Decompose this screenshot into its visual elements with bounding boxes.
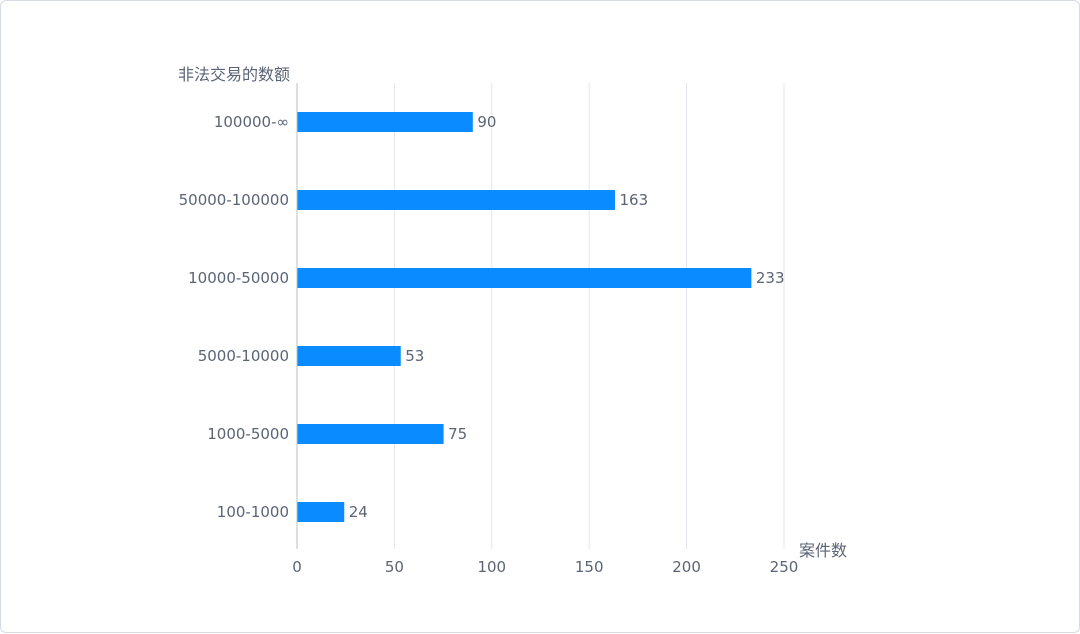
bar-value-label: 53 <box>405 347 424 365</box>
category-label: 10000-50000 <box>188 269 289 287</box>
bars <box>297 112 752 522</box>
x-tick-label: 0 <box>292 558 302 576</box>
y-axis-title: 非法交易的数额 <box>178 65 290 84</box>
x-axis-title: 案件数 <box>799 541 847 560</box>
bar <box>297 190 616 210</box>
x-tick-label: 250 <box>770 558 799 576</box>
category-label: 1000-5000 <box>207 425 289 443</box>
category-label: 100-1000 <box>217 503 289 521</box>
bar <box>297 268 752 288</box>
bar-value-label: 90 <box>477 113 496 131</box>
bar <box>297 502 345 522</box>
x-tick-label: 200 <box>672 558 701 576</box>
bar <box>297 346 401 366</box>
value-labels: 90 163 233 53 75 24 <box>349 113 785 521</box>
grid-lines <box>296 83 785 549</box>
bar-value-label: 24 <box>349 503 368 521</box>
x-tick-label: 150 <box>575 558 604 576</box>
bar-value-label: 75 <box>448 425 467 443</box>
category-label: 100000-∞ <box>214 113 289 131</box>
x-tick-label: 100 <box>477 558 506 576</box>
bar <box>297 112 473 132</box>
category-labels: 100000-∞ 50000-100000 10000-50000 5000-1000… <box>179 113 289 521</box>
category-label: 50000-100000 <box>179 191 289 209</box>
x-tick-label: 50 <box>385 558 404 576</box>
bar-value-label: 233 <box>756 269 785 287</box>
x-tick-labels: 0 50 100 150 200 250 <box>292 558 798 576</box>
bar <box>297 424 444 444</box>
category-label: 5000-10000 <box>198 347 289 365</box>
bar-value-label: 163 <box>620 191 649 209</box>
